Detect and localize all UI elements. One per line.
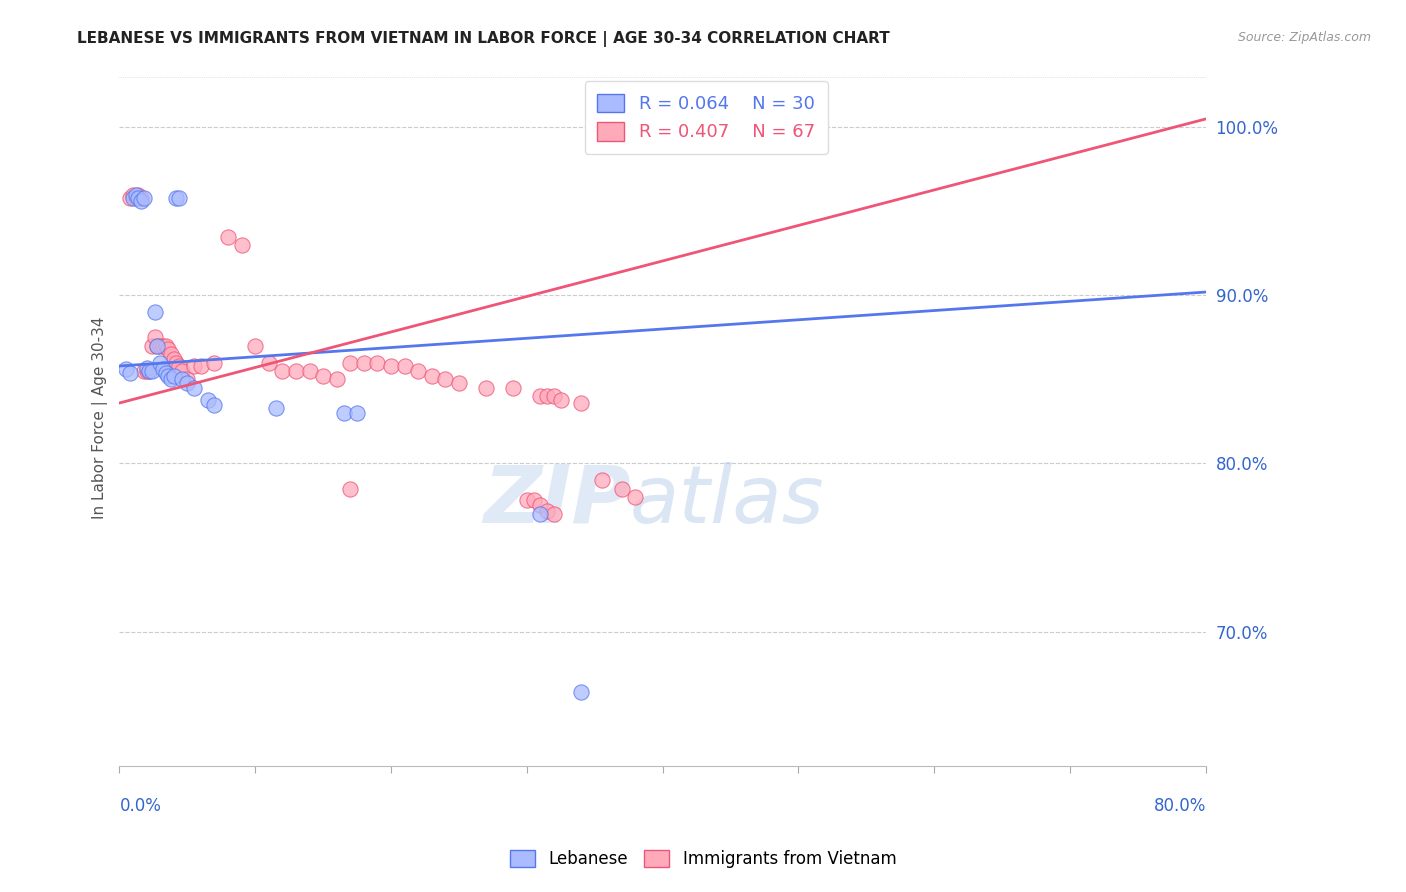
Point <box>127 187 149 202</box>
Point <box>167 191 190 205</box>
Point <box>163 352 186 367</box>
Point <box>122 191 145 205</box>
Point <box>146 339 169 353</box>
Point <box>127 191 149 205</box>
Point <box>550 392 572 407</box>
Point <box>339 482 361 496</box>
Text: 0.0%: 0.0% <box>120 797 162 814</box>
Point <box>475 381 498 395</box>
Point <box>394 359 416 373</box>
Point <box>353 356 375 370</box>
Point <box>529 389 551 403</box>
Point <box>120 191 142 205</box>
Point <box>231 238 253 252</box>
Point <box>132 191 155 205</box>
Text: atlas: atlas <box>630 462 825 540</box>
Point <box>170 372 193 386</box>
Point <box>264 401 287 415</box>
Point <box>155 339 177 353</box>
Point <box>569 396 592 410</box>
Point <box>129 191 152 205</box>
Point <box>543 389 565 403</box>
Point <box>138 364 160 378</box>
Point <box>257 356 280 370</box>
Point <box>157 369 180 384</box>
Point <box>197 392 219 407</box>
Point <box>183 381 205 395</box>
Point <box>624 490 647 504</box>
Text: 80.0%: 80.0% <box>1153 797 1206 814</box>
Point <box>529 499 551 513</box>
Point <box>325 372 347 386</box>
Point <box>176 376 198 390</box>
Point <box>516 493 538 508</box>
Point <box>285 364 308 378</box>
Point <box>312 369 335 384</box>
Point <box>271 364 294 378</box>
Point <box>141 364 163 378</box>
Point <box>204 356 226 370</box>
Point <box>125 187 148 202</box>
Point <box>166 191 188 205</box>
Text: Source: ZipAtlas.com: Source: ZipAtlas.com <box>1237 31 1371 45</box>
Legend: Lebanese, Immigrants from Vietnam: Lebanese, Immigrants from Vietnam <box>503 843 903 875</box>
Point <box>160 347 183 361</box>
Point <box>406 364 429 378</box>
Point <box>157 342 180 356</box>
Point <box>120 366 142 380</box>
Point <box>138 364 160 378</box>
Point <box>129 194 152 209</box>
Point <box>125 191 148 205</box>
Legend: R = 0.064    N = 30, R = 0.407    N = 67: R = 0.064 N = 30, R = 0.407 N = 67 <box>585 81 828 154</box>
Point <box>176 372 198 386</box>
Point <box>245 339 267 353</box>
Text: ZIP: ZIP <box>482 462 630 540</box>
Point <box>543 507 565 521</box>
Point <box>502 381 524 395</box>
Point <box>217 229 239 244</box>
Point <box>523 493 546 508</box>
Point <box>155 366 177 380</box>
Point <box>135 364 157 378</box>
Point <box>115 362 138 376</box>
Point <box>447 376 470 390</box>
Point <box>160 372 183 386</box>
Point <box>143 305 166 319</box>
Point <box>339 356 361 370</box>
Point <box>152 339 174 353</box>
Point <box>529 507 551 521</box>
Point <box>122 187 145 202</box>
Point <box>536 503 558 517</box>
Point <box>167 359 190 373</box>
Point <box>132 364 155 378</box>
Point <box>135 360 157 375</box>
Point <box>366 356 388 370</box>
Point <box>152 362 174 376</box>
Point <box>434 372 457 386</box>
Point <box>141 339 163 353</box>
Point <box>149 339 172 353</box>
Point <box>163 369 186 384</box>
Point <box>591 473 613 487</box>
Point <box>610 482 633 496</box>
Point <box>420 369 443 384</box>
Text: LEBANESE VS IMMIGRANTS FROM VIETNAM IN LABOR FORCE | AGE 30-34 CORRELATION CHART: LEBANESE VS IMMIGRANTS FROM VIETNAM IN L… <box>77 31 890 47</box>
Point <box>149 356 172 370</box>
Point <box>298 364 321 378</box>
Point <box>190 359 212 373</box>
Point <box>204 398 226 412</box>
Point <box>569 685 592 699</box>
Point <box>346 406 368 420</box>
Point <box>183 359 205 373</box>
Point <box>166 356 188 370</box>
Point <box>143 330 166 344</box>
Point <box>332 406 354 420</box>
Point <box>536 389 558 403</box>
Point <box>146 339 169 353</box>
Y-axis label: In Labor Force | Age 30-34: In Labor Force | Age 30-34 <box>93 316 108 518</box>
Point <box>170 364 193 378</box>
Point <box>380 359 402 373</box>
